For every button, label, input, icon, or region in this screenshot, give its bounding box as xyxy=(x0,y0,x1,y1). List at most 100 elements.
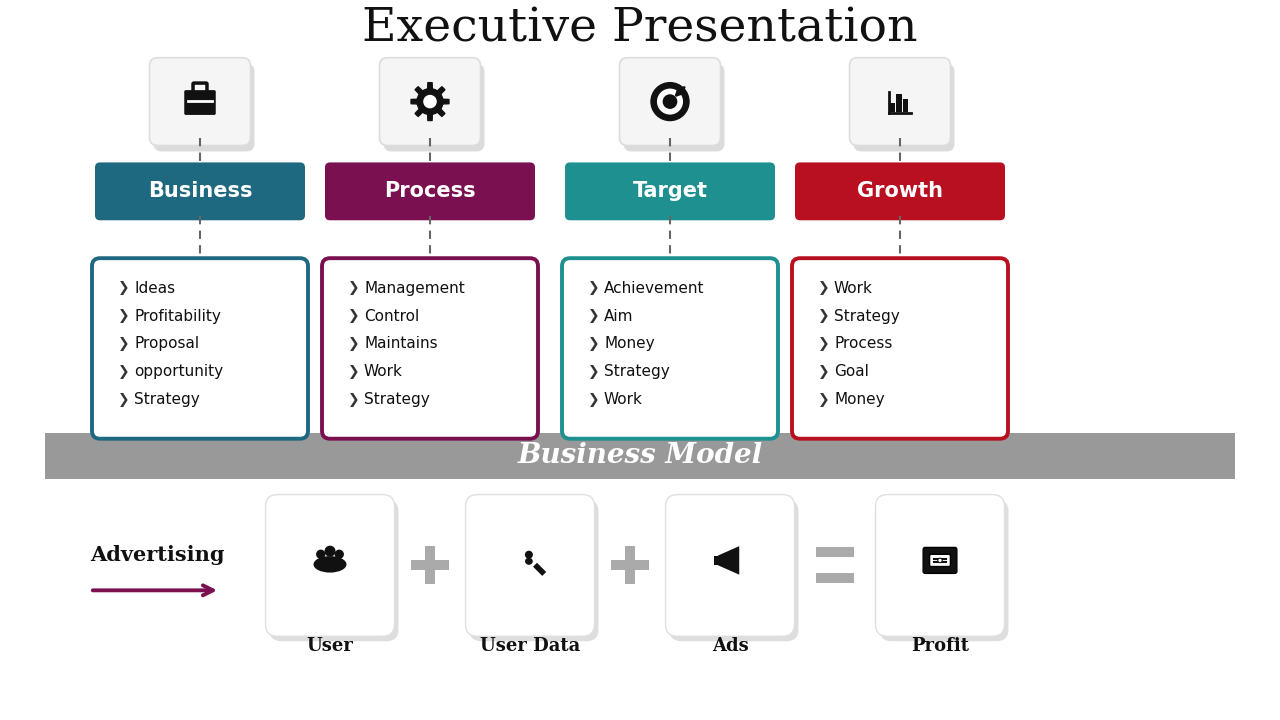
Circle shape xyxy=(940,559,941,562)
Text: ❯: ❯ xyxy=(118,281,129,295)
Bar xyxy=(611,560,649,570)
Text: Money: Money xyxy=(835,392,884,408)
Ellipse shape xyxy=(525,558,532,564)
Text: ❯: ❯ xyxy=(818,393,829,407)
FancyBboxPatch shape xyxy=(379,58,480,145)
Text: ❯: ❯ xyxy=(818,309,829,323)
Text: ❯: ❯ xyxy=(588,365,599,379)
Text: ❯: ❯ xyxy=(588,309,599,323)
Text: Business Model: Business Model xyxy=(517,442,763,469)
Text: Control: Control xyxy=(364,309,420,323)
FancyBboxPatch shape xyxy=(850,58,951,145)
Text: Work: Work xyxy=(604,392,643,408)
Text: Strategy: Strategy xyxy=(835,309,900,323)
FancyBboxPatch shape xyxy=(466,495,594,636)
Text: opportunity: opportunity xyxy=(134,364,223,379)
FancyBboxPatch shape xyxy=(92,258,308,438)
Bar xyxy=(425,546,435,585)
Bar xyxy=(817,573,854,583)
Bar xyxy=(890,102,896,112)
FancyBboxPatch shape xyxy=(879,500,1009,642)
Circle shape xyxy=(335,550,343,558)
FancyBboxPatch shape xyxy=(876,495,1005,636)
Text: Strategy: Strategy xyxy=(604,364,669,379)
FancyBboxPatch shape xyxy=(95,163,305,220)
Text: Profit: Profit xyxy=(911,637,969,655)
Polygon shape xyxy=(718,546,740,575)
FancyBboxPatch shape xyxy=(623,63,724,151)
Text: Management: Management xyxy=(364,281,465,296)
Circle shape xyxy=(652,83,689,120)
FancyBboxPatch shape xyxy=(384,63,485,151)
Circle shape xyxy=(424,96,436,108)
Text: ❯: ❯ xyxy=(118,365,129,379)
Text: User: User xyxy=(307,637,353,655)
Bar xyxy=(902,99,908,112)
Text: ❯: ❯ xyxy=(118,309,129,323)
Text: ❯: ❯ xyxy=(818,337,829,351)
FancyBboxPatch shape xyxy=(669,500,799,642)
Text: Strategy: Strategy xyxy=(364,392,430,408)
Text: Process: Process xyxy=(835,336,892,351)
Polygon shape xyxy=(411,83,449,120)
Text: Work: Work xyxy=(835,281,873,296)
Circle shape xyxy=(526,552,532,558)
Circle shape xyxy=(325,546,335,556)
Circle shape xyxy=(658,89,682,114)
Text: Work: Work xyxy=(364,364,403,379)
Text: Business: Business xyxy=(147,181,252,202)
FancyBboxPatch shape xyxy=(620,58,721,145)
FancyBboxPatch shape xyxy=(323,258,538,438)
Ellipse shape xyxy=(314,556,347,572)
FancyBboxPatch shape xyxy=(854,63,955,151)
FancyBboxPatch shape xyxy=(154,63,255,151)
Text: Ads: Ads xyxy=(712,637,749,655)
Text: Money: Money xyxy=(604,336,654,351)
Text: Ideas: Ideas xyxy=(134,281,175,296)
Text: ❯: ❯ xyxy=(348,309,360,323)
FancyBboxPatch shape xyxy=(923,547,957,573)
Text: Process: Process xyxy=(384,181,476,202)
Text: Aim: Aim xyxy=(604,309,634,323)
Text: Maintains: Maintains xyxy=(364,336,438,351)
Circle shape xyxy=(663,95,677,108)
FancyBboxPatch shape xyxy=(265,495,394,636)
Text: ❯: ❯ xyxy=(588,337,599,351)
Text: ❯: ❯ xyxy=(818,281,829,295)
FancyBboxPatch shape xyxy=(270,500,398,642)
Text: ❯: ❯ xyxy=(118,337,129,351)
Text: Target: Target xyxy=(632,181,708,202)
Text: ❯: ❯ xyxy=(818,365,829,379)
Text: Executive Presentation: Executive Presentation xyxy=(362,6,918,51)
Text: ❯: ❯ xyxy=(588,281,599,295)
Bar xyxy=(896,94,901,112)
FancyBboxPatch shape xyxy=(562,258,778,438)
Text: ❯: ❯ xyxy=(348,393,360,407)
Text: Profitability: Profitability xyxy=(134,309,221,323)
Text: ❯: ❯ xyxy=(588,393,599,407)
FancyBboxPatch shape xyxy=(666,495,795,636)
Text: ❯: ❯ xyxy=(348,337,360,351)
Text: ❯: ❯ xyxy=(118,393,129,407)
FancyBboxPatch shape xyxy=(45,433,1235,479)
Bar xyxy=(411,560,449,570)
Circle shape xyxy=(938,559,942,562)
FancyBboxPatch shape xyxy=(795,163,1005,220)
Text: Strategy: Strategy xyxy=(134,392,200,408)
FancyBboxPatch shape xyxy=(184,90,216,115)
FancyBboxPatch shape xyxy=(150,58,251,145)
Bar xyxy=(817,547,854,557)
Text: Advertising: Advertising xyxy=(90,546,224,565)
FancyBboxPatch shape xyxy=(929,554,951,567)
FancyBboxPatch shape xyxy=(325,163,535,220)
Text: Proposal: Proposal xyxy=(134,336,200,351)
Text: Goal: Goal xyxy=(835,364,869,379)
Bar xyxy=(625,546,635,585)
Text: ❯: ❯ xyxy=(348,365,360,379)
Circle shape xyxy=(316,550,325,558)
Text: Growth: Growth xyxy=(858,181,943,202)
Text: Achievement: Achievement xyxy=(604,281,704,296)
FancyBboxPatch shape xyxy=(792,258,1009,438)
FancyBboxPatch shape xyxy=(470,500,599,642)
Bar xyxy=(714,556,719,565)
